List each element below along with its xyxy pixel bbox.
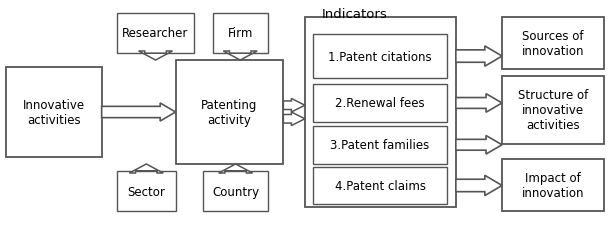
Text: Patenting
activity: Patenting activity — [201, 99, 257, 126]
Text: Sector: Sector — [128, 185, 165, 198]
Polygon shape — [456, 136, 502, 154]
Text: Researcher: Researcher — [123, 27, 188, 40]
Text: 3.Patent families: 3.Patent families — [330, 139, 430, 152]
Text: 2.Renewal fees: 2.Renewal fees — [335, 97, 425, 110]
Polygon shape — [456, 47, 502, 67]
Bar — [313, 126, 447, 164]
Text: Indicators: Indicators — [322, 8, 387, 21]
Text: 4.Patent claims: 4.Patent claims — [334, 179, 426, 192]
Polygon shape — [219, 164, 253, 173]
Polygon shape — [139, 52, 172, 61]
Bar — [176, 61, 283, 164]
Text: Innovative
activities: Innovative activities — [23, 99, 85, 126]
Polygon shape — [129, 164, 163, 173]
Bar — [502, 18, 604, 70]
Bar — [6, 68, 102, 158]
Text: 1.Patent citations: 1.Patent citations — [328, 50, 432, 63]
Polygon shape — [456, 176, 502, 196]
Text: Country: Country — [212, 185, 259, 198]
Polygon shape — [223, 52, 257, 61]
Bar — [213, 14, 268, 54]
Bar — [313, 84, 447, 123]
Text: Firm: Firm — [227, 27, 253, 40]
Bar — [117, 14, 194, 54]
Bar — [313, 35, 447, 79]
Text: Sources of
innovation: Sources of innovation — [522, 30, 584, 58]
Bar — [502, 160, 604, 212]
Polygon shape — [456, 94, 502, 113]
Bar — [313, 168, 447, 204]
Bar — [117, 171, 176, 212]
Polygon shape — [283, 112, 305, 126]
Bar — [203, 171, 268, 212]
Polygon shape — [283, 99, 305, 112]
Bar — [502, 76, 604, 144]
Text: Impact of
innovation: Impact of innovation — [522, 172, 584, 200]
Bar — [305, 18, 456, 207]
Polygon shape — [102, 104, 176, 122]
Text: Structure of
innovative
activities: Structure of innovative activities — [517, 89, 588, 132]
